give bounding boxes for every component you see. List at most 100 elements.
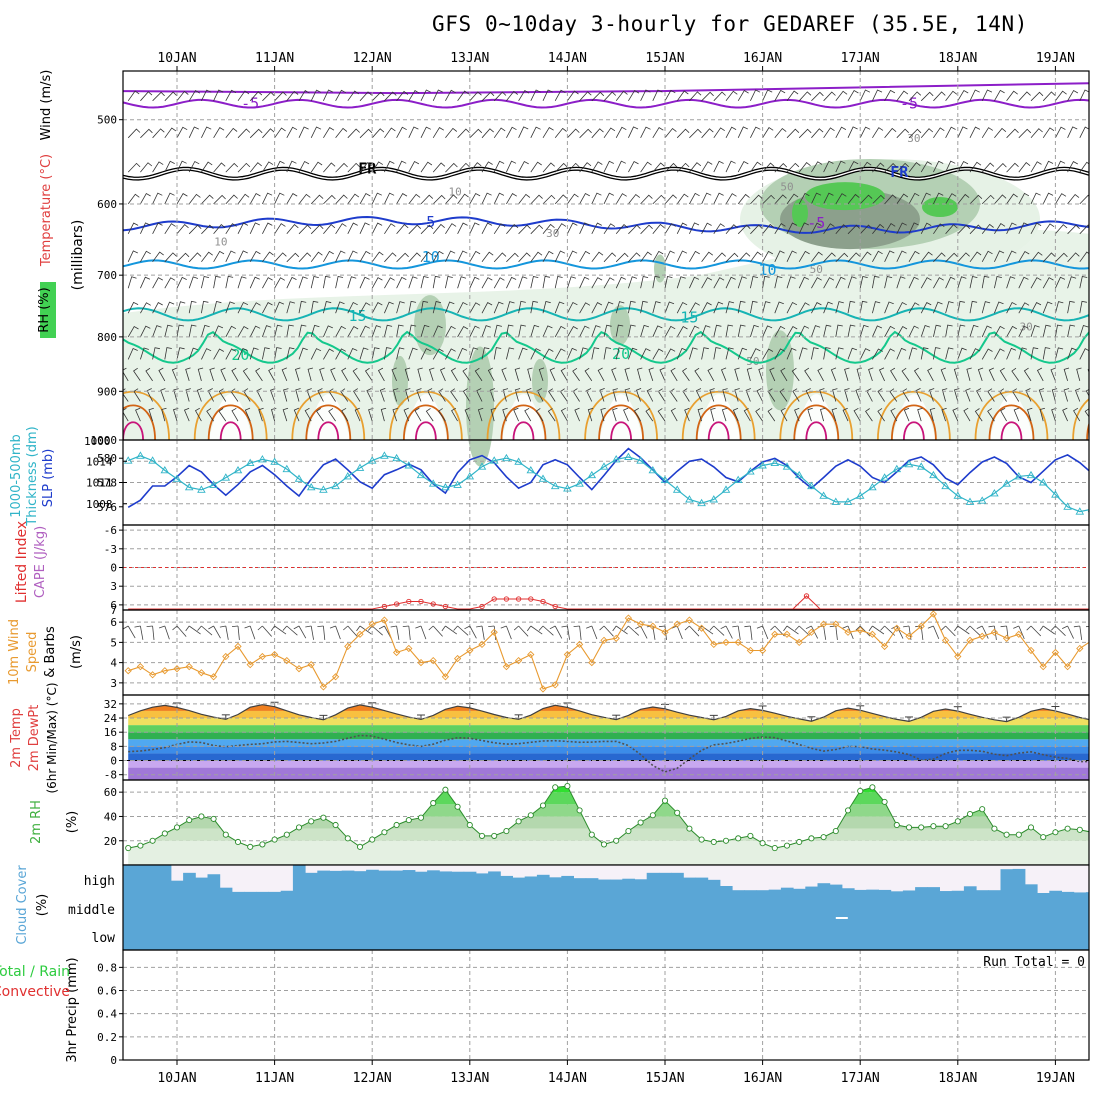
thickness-marker (599, 462, 609, 470)
wind-barb (188, 252, 202, 263)
wind-barb (127, 276, 137, 289)
cloud-axis-label-2: (%) (35, 894, 50, 917)
wind-barb (1042, 223, 1055, 235)
cape-marker (528, 596, 534, 602)
wind-barb (1055, 160, 1066, 173)
wind-barb (574, 407, 580, 422)
wind-barb (445, 276, 453, 289)
isotherm-label: 10 (758, 261, 776, 279)
wind-barb (1030, 128, 1043, 139)
wind-speed-marker (124, 667, 132, 675)
wind-barb (1092, 128, 1100, 138)
wind-barb (615, 347, 624, 360)
wind-barb (994, 325, 1005, 338)
wind-barb (884, 301, 894, 314)
wind-barb (908, 162, 921, 173)
thickness-marker (990, 489, 999, 497)
wind-barb (213, 224, 226, 235)
wind-barb (615, 276, 626, 289)
dry-pocket (599, 394, 644, 440)
wind-barb (201, 224, 214, 235)
rh-marker (332, 821, 339, 829)
wind-barb (1067, 224, 1080, 235)
surface-temp-series (123, 701, 1089, 780)
wind-barb (750, 300, 758, 314)
wind-barb (445, 223, 457, 235)
wind-barb (542, 162, 555, 173)
wind-barb (758, 367, 764, 382)
surface-wind-barb (554, 625, 563, 639)
wind-barb (371, 325, 382, 338)
surface-wind-barb-flag (1085, 625, 1089, 628)
dry-pocket (501, 394, 546, 440)
rh-marker (344, 835, 351, 842)
wind-barb (1039, 407, 1046, 422)
wind-barb (762, 325, 773, 338)
wind-barb (262, 91, 275, 102)
rh-green-blob-small (792, 199, 808, 228)
wind-barb (1092, 195, 1100, 204)
cape-marker (406, 598, 412, 605)
temp-line (127, 704, 1089, 723)
warm-isotherm (584, 391, 658, 441)
wind-barb (242, 367, 251, 382)
rh-line (128, 785, 1089, 849)
rh-marker (137, 842, 144, 849)
wind-barb (670, 367, 678, 382)
wind-speed-marker (868, 630, 877, 638)
wind-barb (994, 276, 1002, 289)
wind-barb (554, 162, 568, 173)
wind-speed-marker (978, 632, 986, 640)
cloud-high-bar (988, 890, 1001, 893)
wind-barb (481, 325, 491, 338)
wind-barb (274, 91, 287, 102)
cloud-high-bar (158, 865, 172, 893)
wind-barb (567, 301, 578, 314)
thickness-marker (904, 459, 914, 468)
surface-wind-barb-flag (805, 625, 812, 630)
wind-barb (603, 252, 617, 263)
wind-barb (811, 222, 822, 234)
wind-barb (844, 367, 850, 382)
wind-barb (408, 90, 420, 102)
wind-barb (1055, 224, 1068, 235)
wind-barb (725, 252, 739, 263)
surface-wind-barb (274, 625, 287, 635)
surface-wind-barb-flag (573, 625, 580, 627)
temperature-tick-label: 8 (110, 740, 117, 753)
surface-wind-barb-flag (488, 625, 495, 627)
slp-top-tick-label: 1000 (84, 435, 111, 448)
thickness-marker (819, 491, 828, 499)
wind-barb (1050, 367, 1056, 382)
wind-barb (697, 407, 704, 422)
wind-barb (640, 300, 648, 314)
thickness-marker (404, 461, 414, 469)
wind-barb (347, 222, 358, 234)
wind-barb (209, 367, 215, 382)
wind-barb (310, 300, 319, 314)
wind-barb (476, 388, 483, 402)
wind-barb (140, 347, 149, 360)
wind-barb (945, 276, 956, 289)
warm-isotherm (707, 421, 730, 441)
wind-barb (737, 252, 751, 263)
wind-barb (530, 251, 543, 263)
wind-barb (298, 300, 307, 314)
wind-barb (262, 302, 273, 314)
wind-barb (994, 127, 1007, 139)
surface-wind-barb-flag (1062, 625, 1068, 629)
wind-speed-marker (173, 665, 181, 673)
wind-barb (908, 250, 920, 263)
wind-barb (237, 250, 248, 262)
dry-pocket (794, 394, 839, 440)
wind-barb (591, 347, 600, 360)
cloud-high-bar (915, 887, 928, 893)
wind-barb (676, 222, 688, 234)
wind-barb (493, 91, 507, 102)
wind-barb (774, 301, 784, 314)
wind-barb (420, 276, 429, 289)
cloud-high-bar (475, 873, 489, 893)
wind-speed-marker (368, 620, 376, 628)
temp-band (128, 739, 1089, 747)
wind-barb (408, 324, 417, 337)
